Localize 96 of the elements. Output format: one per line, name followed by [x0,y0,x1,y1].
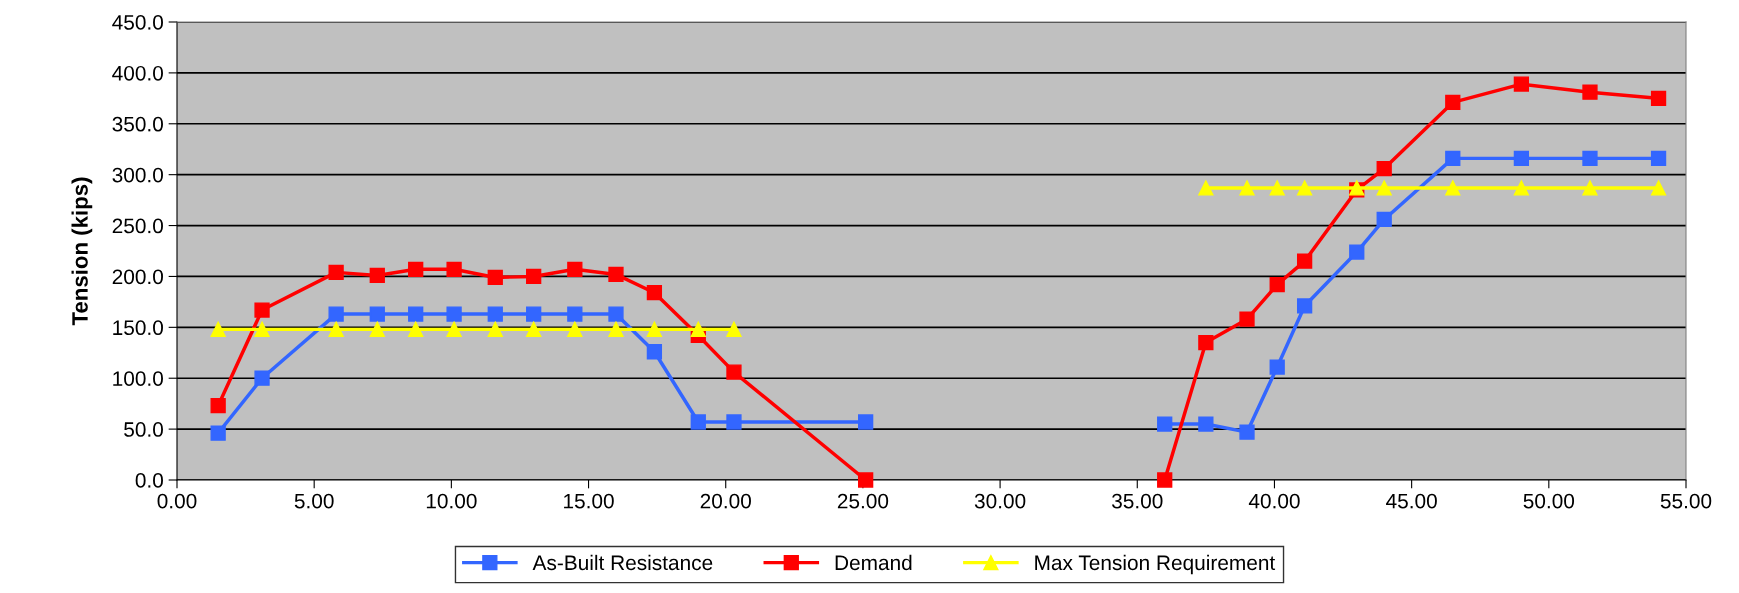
point [1269,276,1285,293]
point [446,261,462,277]
y-tick-label: 250.0 [112,218,163,234]
y-tick-label: 0.0 [135,473,163,488]
point [690,414,706,430]
x-tick-label: 15.00 [564,493,614,509]
point [369,321,385,338]
point [1269,359,1285,375]
point [408,321,424,338]
y-tick-label: 450.0 [112,15,163,30]
point [1513,76,1530,92]
point [858,414,874,430]
point [369,306,385,322]
y-tick-label: 350.0 [112,116,163,132]
point [1513,150,1530,167]
point [1269,180,1285,196]
point [608,266,624,283]
x-tick-label: 25.00 [837,493,889,509]
point [487,306,503,322]
point [254,302,270,318]
point [608,321,624,338]
x-tick-label: 50.00 [1523,493,1575,509]
x-tick-label: 5.00 [294,493,334,509]
point [726,364,742,380]
point [1296,253,1313,269]
point [646,321,663,338]
point [1376,160,1392,177]
point [1239,311,1255,327]
point [210,398,226,414]
point [526,306,542,322]
point [567,321,583,338]
point [1582,180,1598,196]
point [210,425,226,441]
point [1445,150,1461,167]
point [1157,472,1173,488]
point [1582,84,1598,100]
y-tick-label: 400.0 [112,65,163,81]
point [1650,150,1667,167]
point [254,370,270,386]
point [254,321,270,338]
point [1296,180,1313,196]
point [1239,180,1255,196]
point [446,306,462,322]
point [369,267,385,284]
y-tick-label: 100.0 [113,371,163,386]
point [1445,94,1461,111]
point [567,261,583,277]
point [408,261,424,277]
x-tick-label: 0.00 [157,493,197,509]
point [1513,180,1530,196]
point [646,344,663,360]
point [1349,244,1365,260]
point [328,321,344,338]
legend-label: Demand [835,554,912,571]
point [1376,180,1392,196]
point [487,321,503,338]
point [567,306,583,322]
y-tick-label: 50.0 [124,422,163,437]
y-tick-label: 150.0 [113,320,163,336]
point [1376,211,1392,228]
point [408,306,424,322]
point [1582,150,1598,167]
legend-label: As-Built Resistance [532,554,713,571]
point [1198,416,1214,432]
point [608,306,624,322]
point [1157,416,1173,432]
point [1445,180,1461,196]
x-tick-label: 40.00 [1248,493,1300,509]
point [1198,334,1214,351]
point [1650,180,1667,196]
point [526,268,542,285]
x-tick-label: 45.00 [1386,493,1437,509]
point [726,321,742,338]
point [446,321,462,338]
point [1650,90,1667,106]
point [1296,298,1313,314]
point [210,321,226,338]
point [526,321,542,338]
y-tick-label: 200.0 [112,269,163,285]
point [328,264,344,281]
x-tick-label: 20.00 [700,493,751,509]
x-tick-label: 30.00 [974,493,1026,509]
x-tick-label: 10.00 [426,493,477,509]
point [726,414,742,430]
y-tick-label: 300.0 [112,167,163,183]
y-axis-title: Tension (kips) [71,177,93,326]
point [690,321,706,338]
point [646,285,663,301]
x-tick-label: 55.00 [1660,493,1712,509]
point [1198,180,1214,196]
point [858,472,874,488]
x-tick-label: 35.00 [1112,493,1163,509]
point [1239,424,1255,440]
legend-label: Max Tension Requirement [1035,554,1276,575]
point [487,269,503,286]
point [328,306,344,322]
